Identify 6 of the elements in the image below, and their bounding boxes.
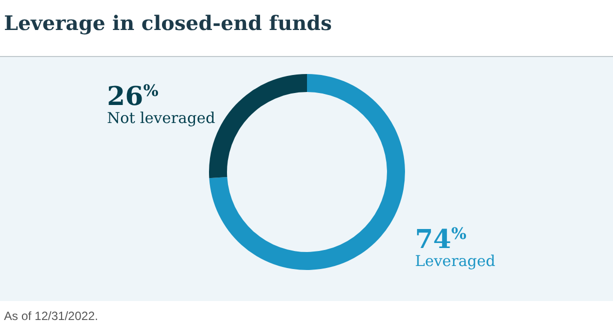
slice-label: Not leveraged — [107, 109, 216, 127]
slice-label: Leveraged — [415, 252, 496, 270]
chart-title: Leverage in closed-end funds — [4, 11, 332, 35]
data-label: 74$^{%}$ — [415, 224, 466, 255]
text: As of 12/31/2022. — [4, 309, 98, 323]
data-label: 26$^{%}$ — [107, 80, 158, 112]
